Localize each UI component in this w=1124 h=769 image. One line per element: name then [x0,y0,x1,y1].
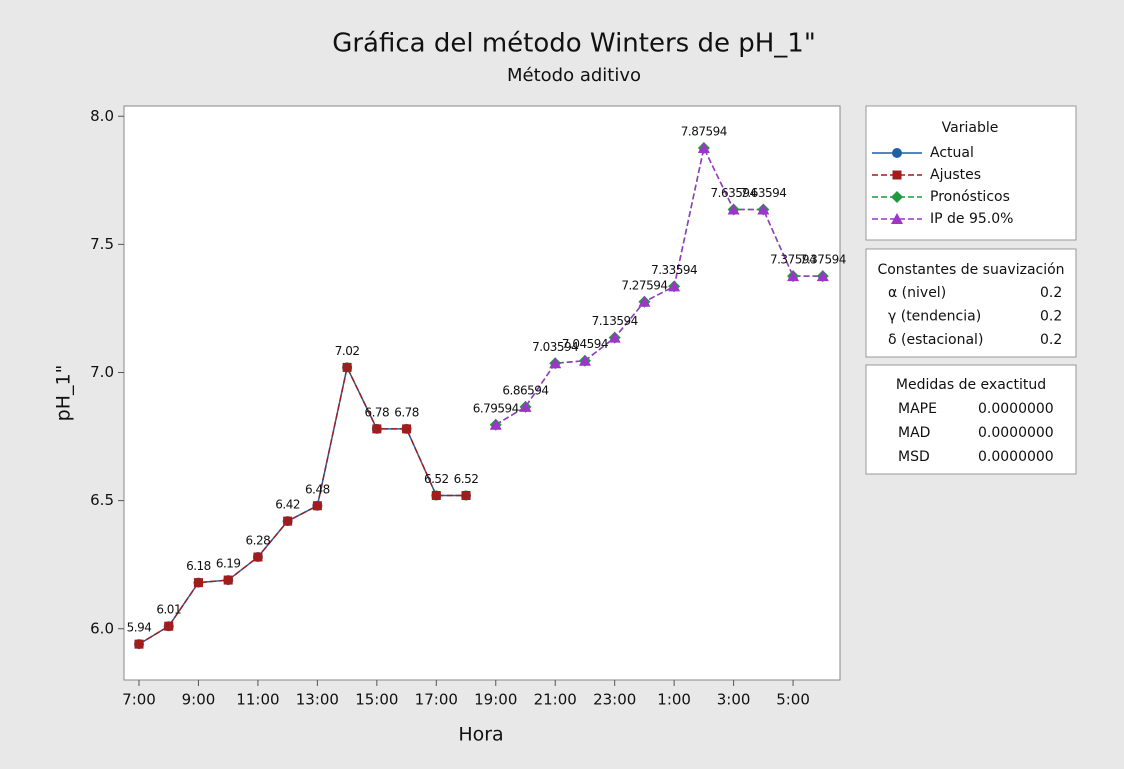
data-point [549,357,562,369]
data-point [608,331,621,343]
data-label: 6.18 [186,559,211,573]
accuracy-value: 0.0000000 [978,425,1054,441]
data-label: 7.33594 [651,263,697,277]
smoothing-value: 0.2 [1040,309,1062,325]
x-tick-label: 9:00 [182,691,216,709]
legend-label: Pronósticos [930,189,1010,205]
data-label: 6.86594 [502,383,548,397]
legend-label: IP de 95.0% [930,211,1013,227]
data-label: 6.79594 [473,401,519,415]
data-label: 6.78 [364,405,389,419]
data-point [816,270,829,282]
data-label: 6.52 [424,472,449,486]
data-point [638,295,651,307]
smoothing-value: 0.2 [1040,332,1062,348]
data-label: 7.04594 [562,337,608,351]
data-label: 7.03594 [532,340,578,354]
data-point [787,270,800,282]
legend-marker [891,213,903,224]
x-tick-label: 3:00 [717,691,751,709]
data-point [342,362,352,372]
legend-marker [892,170,902,180]
data-point [727,203,740,215]
legend-label: Ajustes [930,167,981,183]
smoothing-title: Constantes de suavización [877,262,1064,278]
data-point [431,491,441,500]
smoothing-label: δ (estacional) [888,332,983,348]
accuracy-box [865,364,1077,475]
x-tick-label: 11:00 [236,691,279,709]
data-label: 7.02 [335,344,360,358]
series-line [138,365,467,645]
x-tick-label: 21:00 [534,691,577,709]
legend-label: Actual [930,145,974,161]
y-tick-label: 7.5 [90,235,114,253]
series-line [495,145,823,426]
y-tick-label: 7.0 [90,363,114,381]
x-tick-label: 13:00 [296,691,339,709]
plot-area [123,105,841,681]
y-tick-label: 8.0 [90,107,114,125]
data-point [402,424,412,434]
y-tick-label: 6.5 [90,491,114,509]
data-point [164,621,174,631]
chart-title: Gráfica del método Winters de pH_1" [332,29,816,59]
chart-subtitle: Método aditivo [507,65,641,86]
data-label: 7.13594 [592,314,638,328]
data-label: 7.37594 [800,253,846,267]
accuracy-label: MAD [898,425,930,441]
accuracy-label: MAPE [898,401,937,417]
x-tick-label: 5:00 [776,691,810,709]
smoothing-value: 0.2 [1040,285,1062,301]
data-point [253,552,263,562]
x-tick-label: 15:00 [355,691,398,709]
legend-marker [891,191,903,203]
data-label: 5.94 [127,621,152,635]
y-tick-label: 6.0 [90,619,114,637]
smoothing-box [865,248,1077,358]
data-label: 6.19 [216,557,241,571]
data-label: 6.52 [454,472,479,486]
data-point [193,578,203,588]
legend-title: Variable [942,120,999,136]
accuracy-title: Medidas de exactitud [896,377,1046,393]
legend-marker [892,148,902,158]
data-label: 6.28 [246,534,271,548]
x-tick-label: 17:00 [415,691,458,709]
data-point [134,639,144,649]
data-point [223,575,233,585]
data-point [668,280,681,292]
x-axis-label: Hora [458,724,503,746]
data-point [461,491,471,500]
x-tick-label: 23:00 [593,691,636,709]
data-point [312,501,322,511]
x-tick-label: 19:00 [474,691,517,709]
smoothing-label: γ (tendencia) [888,309,981,325]
accuracy-value: 0.0000000 [978,401,1054,417]
data-label: 7.63594 [740,186,786,200]
data-label: 7.37594 [770,253,816,267]
data-label: 6.78 [394,405,419,419]
accuracy-label: MSD [898,449,930,465]
data-point [519,400,532,412]
data-label: 6.48 [305,482,330,496]
data-label: 7.87594 [681,125,727,139]
y-axis-label: pH_1" [53,365,75,422]
data-point [283,516,293,526]
accuracy-value: 0.0000000 [978,449,1054,465]
x-tick-label: 7:00 [122,691,156,709]
data-label: 7.63594 [711,186,757,200]
smoothing-label: α (nivel) [888,285,946,301]
data-label: 7.27594 [621,278,667,292]
data-point [372,424,382,434]
data-point [578,354,591,366]
data-point [489,418,502,430]
data-point [697,142,710,154]
data-point [757,203,770,215]
data-label: 6.01 [156,603,181,617]
x-tick-label: 1:00 [657,691,691,709]
data-label: 6.42 [275,498,300,512]
